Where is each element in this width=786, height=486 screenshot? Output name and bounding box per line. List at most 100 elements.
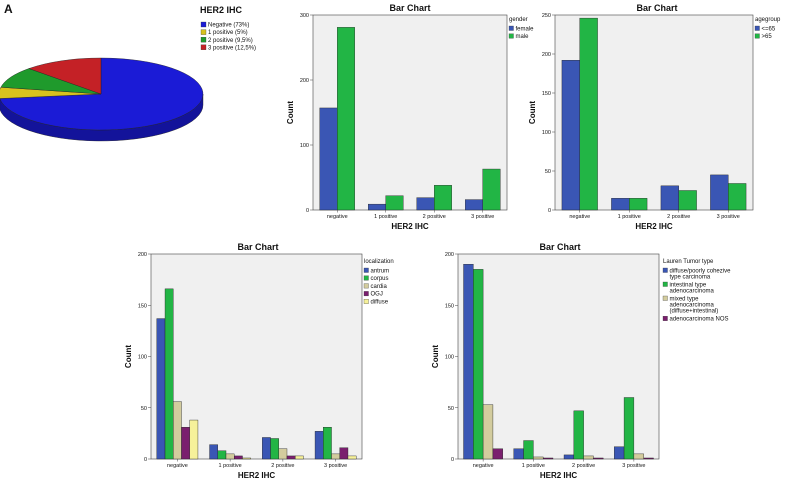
plot-area [150,253,363,460]
bar [331,453,340,460]
pie-legend-swatch [200,37,207,43]
bar [209,444,218,460]
pie-legend-label: Negative (73%) [208,23,249,29]
bar [368,203,386,211]
bar [463,264,474,460]
legend-label: OGJ [371,292,383,298]
pie-title: HER2 IHC [200,5,243,15]
legend-label: cardia [371,284,388,290]
bar [523,440,534,460]
bar [633,453,644,460]
bar-chart-3: Bar Chart 0 50 100 150 200 Count HER2 IHC negati… [124,242,394,480]
legend-swatch [662,281,668,287]
bar [262,437,271,460]
y-tick-label: 0 [548,208,551,214]
legend-swatch [754,25,760,31]
x-tick-label: 1 positive [522,463,545,469]
bar [225,453,235,460]
bar [347,455,357,460]
x-tick-label: negative [327,214,348,220]
chart-title: Bar Chart [389,3,430,13]
pie-slice [0,57,204,131]
x-tick-label: negative [569,214,590,220]
legend-label: mixed type [670,296,700,302]
bar [710,174,729,211]
legend-swatch [363,275,369,281]
x-axis-label: HER2 IHC [540,471,578,480]
legend-title: Lauren Tumor type [663,259,714,265]
y-tick-label: 100 [542,130,551,136]
y-tick-label: 150 [138,303,147,309]
legend-swatch [754,33,760,39]
bar [583,455,594,460]
legend-label: male [516,34,530,40]
legend-swatch [363,299,369,304]
y-axis-label: Count [124,345,133,368]
chart-title: Bar Chart [539,242,580,252]
y-tick-label: 0 [306,208,309,214]
legend-label: intestinal type [670,282,707,288]
bar [643,457,654,460]
bar [339,447,349,460]
bar [563,454,575,460]
legend-swatch [662,295,668,301]
y-tick-label: 200 [542,52,551,58]
y-tick-label: 200 [138,252,147,258]
bar [314,431,324,460]
y-tick-label: 50 [545,169,551,175]
bar [286,455,296,460]
y-tick-label: 50 [141,406,147,412]
y-axis-label: Count [286,101,295,124]
x-tick-label: 3 positive [622,463,645,469]
bar [295,455,304,460]
legend-label: type carcinoma [670,275,711,281]
legend-label: >65 [762,34,773,40]
legend-label: adenocarcinoma [670,303,715,309]
bar [270,438,279,460]
x-tick-label: negative [473,463,494,469]
bar [573,410,584,460]
bar [614,446,625,460]
bar-chart-1: Bar Chart 0 100 200 300 Count HER2 IHC negative… [286,3,534,231]
y-tick-label: 250 [542,13,551,19]
x-tick-label: 2 positive [572,463,595,469]
legend-swatch [662,267,668,273]
x-tick-label: 2 positive [667,214,690,220]
bar [156,318,166,460]
pie-legend-swatch [200,21,207,28]
bar [542,457,554,460]
x-axis-label: HER2 IHC [391,222,429,231]
y-tick-label: 0 [451,457,454,463]
y-tick-label: 50 [448,406,454,412]
bar [242,457,251,460]
legend-label: female [516,26,535,32]
y-tick-label: 100 [445,355,454,361]
y-tick-label: 100 [138,355,147,361]
bar-chart-4: Bar Chart 0 50 100 150 200 Count HER2 IHC negati… [431,242,731,480]
pie-legend-label: 3 positive (12,5%) [208,45,256,51]
legend-label: diffuse [371,300,389,306]
x-tick-label: 3 positive [324,463,347,469]
legend-swatch [662,316,668,321]
legend-label: corpus [371,276,389,282]
legend-label: adenocarcinoma NOS [670,317,729,323]
pie-legend-label: 2 positive (9,5%) [208,38,253,44]
bar [593,457,604,460]
pie-legend-label: 1 positive (5%) [208,30,248,36]
chart-title: Bar Chart [237,242,278,252]
bar [217,450,227,460]
x-tick-label: 2 positive [271,463,294,469]
y-tick-label: 100 [300,143,309,149]
pie-chart: HER2 IHC Negative (73%)1 positive (5%) 2 p… [0,5,256,142]
y-tick-label: 300 [300,13,309,19]
bar [278,448,288,460]
x-axis-label: HER2 IHC [635,222,673,231]
bar [579,17,598,211]
x-tick-label: 3 positive [471,214,494,220]
y-axis-label: Count [431,345,440,368]
bar [416,197,435,211]
bar [561,60,580,211]
y-axis-label: Count [528,101,537,124]
bar [319,107,338,211]
bar [728,183,747,211]
